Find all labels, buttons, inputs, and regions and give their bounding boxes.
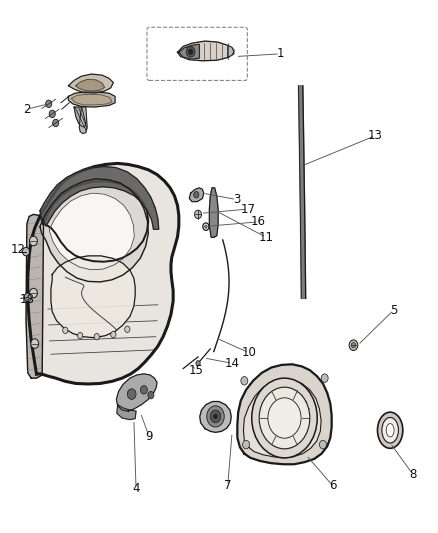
Polygon shape	[28, 164, 179, 384]
Circle shape	[148, 391, 154, 399]
Ellipse shape	[382, 417, 399, 443]
Circle shape	[53, 119, 59, 127]
Circle shape	[243, 440, 250, 449]
Circle shape	[49, 110, 55, 118]
Circle shape	[321, 374, 328, 382]
Ellipse shape	[378, 412, 403, 448]
Text: 18: 18	[19, 293, 34, 306]
Polygon shape	[177, 41, 234, 61]
Polygon shape	[117, 374, 157, 411]
Circle shape	[141, 385, 148, 394]
Circle shape	[29, 288, 37, 298]
Circle shape	[268, 398, 301, 438]
Text: 6: 6	[329, 479, 336, 492]
Polygon shape	[209, 188, 218, 237]
Circle shape	[252, 378, 317, 458]
Polygon shape	[43, 181, 148, 262]
Polygon shape	[68, 92, 115, 107]
Polygon shape	[237, 365, 332, 464]
Circle shape	[241, 376, 248, 385]
Polygon shape	[189, 188, 204, 201]
Polygon shape	[68, 74, 113, 93]
Polygon shape	[51, 256, 135, 338]
Circle shape	[63, 327, 68, 334]
Polygon shape	[117, 405, 136, 419]
Text: 3: 3	[233, 193, 240, 206]
Circle shape	[29, 236, 37, 246]
Circle shape	[194, 210, 201, 219]
Text: 2: 2	[23, 103, 31, 116]
Circle shape	[186, 46, 195, 57]
Polygon shape	[244, 379, 321, 458]
Circle shape	[213, 414, 218, 419]
Polygon shape	[49, 193, 134, 270]
Text: 15: 15	[189, 364, 204, 377]
Circle shape	[78, 333, 83, 339]
Polygon shape	[76, 79, 105, 91]
Circle shape	[259, 387, 310, 449]
Circle shape	[194, 191, 199, 198]
Text: 1: 1	[276, 47, 284, 60]
Circle shape	[94, 334, 99, 340]
Polygon shape	[74, 107, 86, 127]
Text: 16: 16	[251, 215, 266, 228]
Text: 13: 13	[368, 129, 383, 142]
Polygon shape	[179, 44, 199, 59]
Text: 12: 12	[11, 243, 26, 256]
Text: 14: 14	[225, 357, 240, 370]
Polygon shape	[228, 45, 234, 58]
Text: 7: 7	[224, 479, 231, 492]
Circle shape	[22, 247, 29, 256]
Circle shape	[351, 343, 356, 348]
Text: 17: 17	[240, 203, 255, 215]
Circle shape	[210, 410, 221, 423]
Text: 5: 5	[390, 304, 397, 317]
Polygon shape	[40, 166, 159, 229]
Ellipse shape	[386, 424, 394, 437]
Polygon shape	[40, 179, 148, 282]
Circle shape	[319, 440, 326, 449]
Circle shape	[31, 339, 39, 349]
Circle shape	[24, 293, 31, 302]
Circle shape	[349, 340, 358, 351]
Circle shape	[196, 361, 200, 366]
Polygon shape	[71, 94, 112, 105]
Polygon shape	[26, 214, 43, 378]
Circle shape	[207, 406, 224, 427]
Circle shape	[188, 49, 193, 54]
Circle shape	[46, 100, 52, 108]
Text: 9: 9	[145, 430, 153, 443]
Circle shape	[205, 225, 207, 228]
Circle shape	[125, 326, 130, 333]
Text: 11: 11	[259, 231, 274, 244]
Polygon shape	[298, 86, 306, 298]
Polygon shape	[79, 107, 87, 134]
Polygon shape	[200, 401, 231, 432]
Text: 8: 8	[410, 469, 417, 481]
Text: 4: 4	[132, 482, 140, 495]
Text: 10: 10	[241, 346, 256, 359]
Circle shape	[111, 332, 116, 338]
Circle shape	[127, 389, 136, 399]
